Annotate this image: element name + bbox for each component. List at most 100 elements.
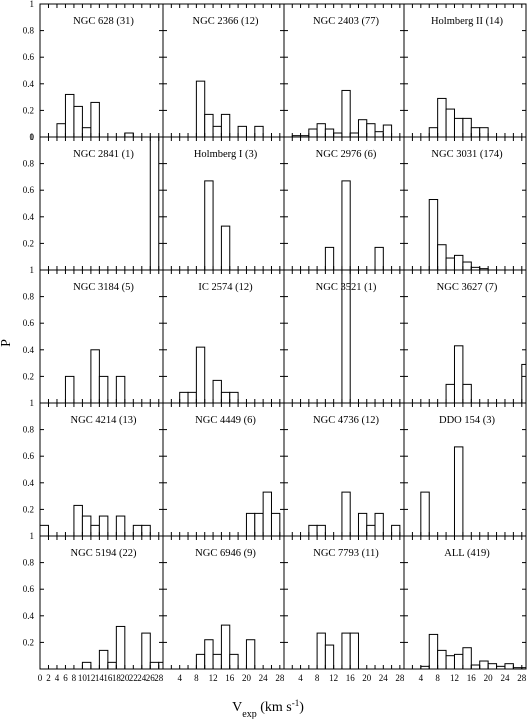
- x-tick-label: 16: [467, 673, 477, 683]
- x-tick-label: 8: [72, 673, 77, 683]
- bar: [262, 491, 272, 537]
- bar: [204, 113, 214, 138]
- panel-4: Holmberg II (14): [403, 3, 527, 138]
- y-tick-label: 0.4: [23, 345, 35, 355]
- x-tick-label: 24: [500, 673, 510, 683]
- panel-8: NGC 3031 (174): [403, 136, 527, 271]
- x-tick-label: 24: [379, 673, 389, 683]
- bar: [445, 655, 455, 670]
- x-tick-label: 6: [63, 673, 68, 683]
- bar: [212, 379, 222, 404]
- panel-17: NGC 5194 (22)0.20.40.60.810 2 4 6 8 10 12 14 16 1…: [23, 531, 164, 683]
- y-tick-label: 0.2: [23, 504, 34, 514]
- x-tick-label: 28: [395, 673, 405, 683]
- bar: [56, 123, 66, 138]
- x-tick-label: 12: [450, 673, 459, 683]
- panel-18: NGC 6946 (9) 4 8 12 16 20 24 28: [162, 535, 285, 683]
- x-tick-label: 18: [112, 673, 122, 683]
- y-tick-label: 1: [30, 531, 35, 541]
- bar: [341, 180, 351, 271]
- bar: [437, 649, 447, 670]
- panels-layer: NGC 628 (31) 0 0.2 0.4 0.6 0.8 1 NGC 2366 (12) N…: [23, 0, 527, 683]
- bar: [107, 661, 117, 670]
- y-tick-label: 1: [30, 0, 35, 9]
- bar: [357, 119, 368, 138]
- bar: [453, 446, 464, 537]
- x-axis-label-part: (km s: [257, 700, 292, 715]
- y-tick-label: 0.6: [23, 451, 35, 461]
- bar: [453, 345, 464, 404]
- bar: [73, 504, 83, 537]
- bar: [220, 113, 231, 138]
- bar: [357, 512, 368, 537]
- panel-10: IC 2574 (12): [162, 269, 285, 404]
- bar: [428, 633, 439, 670]
- y-tick-label: 0.4: [23, 79, 35, 89]
- panel-title: NGC 4449 (6): [195, 415, 256, 426]
- panel-12: NGC 3627 (7): [403, 269, 527, 404]
- x-tick-label: 20: [120, 673, 130, 683]
- panel-6: Holmberg I (3): [162, 136, 285, 271]
- panel-frame: [403, 535, 527, 670]
- bar: [349, 632, 359, 670]
- x-tick-label: 16: [346, 673, 356, 683]
- bar: [428, 127, 439, 138]
- x-tick-label: 14: [95, 673, 105, 683]
- bar: [453, 653, 464, 670]
- panel-title: Holmberg II (14): [431, 16, 504, 27]
- panel-7: NGC 2976 (6): [283, 136, 405, 271]
- x-tick-label: 24: [137, 673, 147, 683]
- panel-title: DDO 154 (3): [439, 415, 495, 426]
- x-tick-label: 28: [154, 673, 164, 683]
- bar: [179, 391, 189, 404]
- bar: [98, 649, 109, 670]
- y-tick-label: 0.4: [23, 478, 35, 488]
- bar: [349, 132, 359, 138]
- bar: [437, 97, 447, 138]
- x-tick-label: 8: [194, 673, 199, 683]
- panel-5: NGC 2841 (1) 0.2 0.4 0.6 0.8 1: [23, 132, 164, 271]
- bar: [316, 123, 326, 138]
- bar: [470, 664, 481, 670]
- bar: [90, 524, 100, 537]
- x-tick-label: 22: [129, 673, 138, 683]
- y-tick-label: 0.4: [23, 212, 35, 222]
- bar: [445, 383, 455, 404]
- bar: [324, 644, 335, 670]
- x-tick-label: 4: [419, 673, 424, 683]
- y-tick-label: 0.4: [23, 611, 35, 621]
- bar: [39, 524, 49, 537]
- panel-16: DDO 154 (3): [403, 402, 527, 537]
- bar: [141, 632, 151, 670]
- bar: [324, 128, 335, 138]
- bar: [391, 524, 401, 537]
- bar: [462, 383, 472, 404]
- bar: [462, 647, 472, 670]
- bar: [479, 660, 489, 670]
- y-tick-label: 1: [30, 265, 35, 275]
- bar: [204, 180, 214, 271]
- x-tick-label: 4: [298, 673, 303, 683]
- bar: [245, 639, 256, 670]
- panel-3: NGC 2403 (77): [283, 3, 405, 138]
- bar: [341, 491, 351, 537]
- bar: [462, 117, 472, 138]
- bar: [374, 246, 384, 271]
- panel-title: NGC 3184 (5): [73, 282, 134, 293]
- x-tick-label: 8: [435, 673, 440, 683]
- bar: [316, 632, 326, 670]
- x-tick-label: 4: [177, 673, 182, 683]
- x-tick-label: 16: [103, 673, 113, 683]
- panel-13: NGC 4214 (13) 0.2 0.4 0.6 0.8 1: [23, 398, 164, 537]
- x-tick-label: 8: [315, 673, 320, 683]
- x-tick-label: 24: [259, 673, 269, 683]
- bar: [90, 101, 100, 138]
- bar: [341, 89, 351, 138]
- panel-title: NGC 2976 (6): [316, 149, 377, 160]
- panel-9: NGC 3184 (5) 0.2 0.4 0.6 0.8 1: [23, 265, 164, 404]
- bar: [90, 349, 100, 404]
- x-tick-label: 12: [86, 673, 95, 683]
- bar: [212, 653, 222, 670]
- bar: [428, 199, 439, 271]
